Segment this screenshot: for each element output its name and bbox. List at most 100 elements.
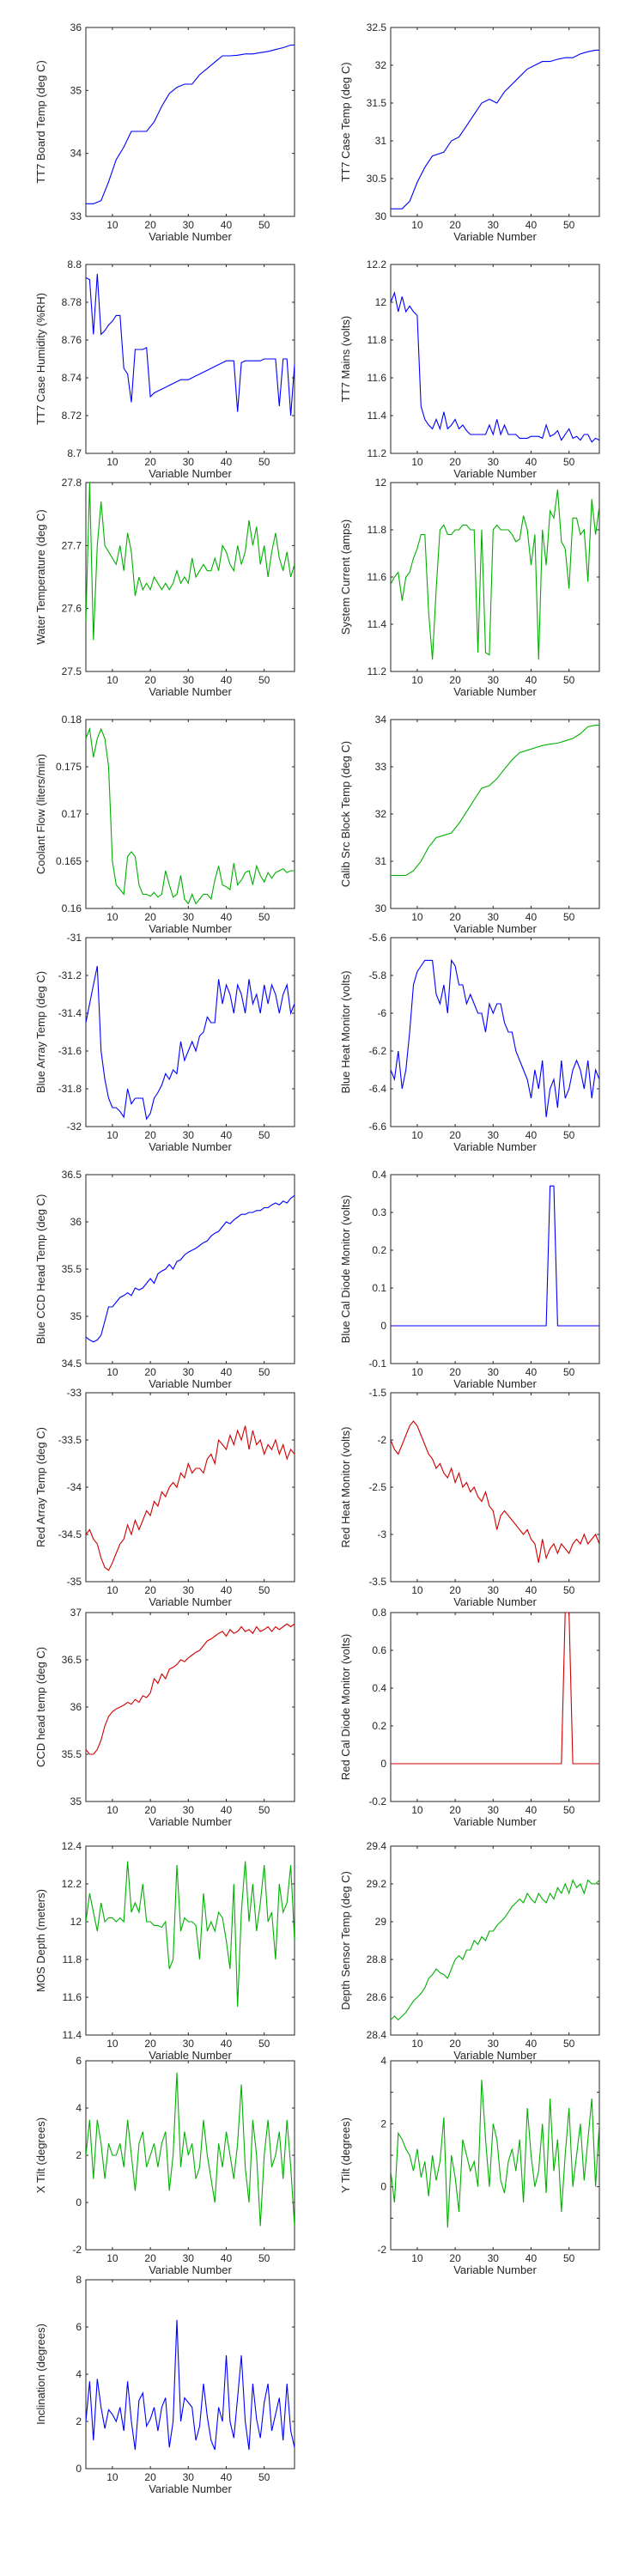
y-tick-label: 27.5	[62, 665, 82, 677]
x-axis-label: Variable Number	[149, 2049, 232, 2062]
x-tick-label: 10	[411, 219, 423, 231]
x-tick-label: 50	[258, 1804, 270, 1816]
y-tick-label: 0.3	[372, 1206, 386, 1218]
y-tick-label: 8.74	[62, 372, 82, 384]
y-tick-label: 12.2	[62, 1878, 82, 1890]
chart-panel-2: 10 20 30 40 50 30 30.5 31 31.5 32 32.5 Variable Num…	[339, 21, 600, 243]
series-line	[86, 965, 295, 1121]
y-tick-label: 12	[375, 477, 387, 489]
x-tick-label: 20	[449, 674, 461, 686]
x-axis-label: Variable Number	[149, 2482, 232, 2495]
y-tick-label: -6.2	[368, 1045, 386, 1057]
x-axis-label: Variable Number	[149, 922, 232, 935]
plot-frame	[390, 1174, 600, 1364]
y-tick-label: 35.5	[62, 1748, 82, 1760]
x-tick-label: 40	[221, 674, 233, 686]
y-tick-label: 11.8	[368, 334, 387, 346]
x-tick-label: 30	[488, 1584, 500, 1596]
y-axis-label: Red Heat Monitor (volts)	[339, 1427, 352, 1548]
y-tick-label: 28.8	[367, 1953, 387, 1965]
x-tick-label: 50	[258, 2471, 270, 2483]
x-tick-label: 20	[449, 1804, 461, 1816]
y-tick-label: 11.6	[63, 1991, 82, 2003]
x-tick-label: 10	[106, 456, 118, 468]
y-tick-label: 31.5	[367, 97, 387, 109]
y-axis-label: TT7 Case Temp (deg C)	[339, 62, 352, 181]
x-tick-label: 20	[144, 1129, 156, 1141]
y-tick-label: 0.6	[372, 1644, 386, 1656]
y-tick-label: -2.5	[368, 1481, 386, 1493]
x-tick-label: 10	[411, 1129, 423, 1141]
x-tick-label: 10	[411, 911, 423, 923]
y-tick-label: 8.8	[67, 258, 82, 270]
y-tick-label: 2	[76, 2149, 82, 2161]
y-tick-label: 34.5	[62, 1358, 82, 1370]
chart-panel-6: 10 20 30 40 50 11.2 11.4 11.6 11.8 12 Variable Num…	[339, 477, 600, 698]
y-tick-label: 4	[76, 2102, 82, 2114]
y-tick-label: 0.2	[372, 1720, 386, 1732]
series-line	[391, 2079, 599, 2228]
plot-frame	[85, 1174, 295, 1364]
x-tick-label: 10	[106, 674, 118, 686]
y-tick-label: -2	[72, 2244, 82, 2256]
y-tick-label: 33	[375, 761, 387, 773]
y-tick-label: 34	[375, 714, 387, 726]
x-tick-label: 30	[183, 1584, 195, 1596]
series-line	[391, 1879, 599, 2021]
x-tick-label: 20	[144, 2252, 156, 2264]
series-line	[391, 1420, 599, 1564]
y-tick-label: 0.2	[372, 1244, 386, 1256]
x-tick-label: 40	[221, 456, 233, 468]
chart-panel-1: 10 20 30 40 50 33 34 35 36 Variable Number TT7 Boa…	[34, 21, 295, 243]
y-axis-label: Y Tilt (degrees)	[339, 2117, 352, 2193]
x-tick-label: 10	[411, 456, 423, 468]
x-tick-label: 30	[488, 1129, 500, 1141]
x-axis-label: Variable Number	[453, 685, 537, 698]
x-tick-label: 50	[258, 911, 270, 923]
y-axis-label: MOS Depth (meters)	[34, 1889, 47, 1992]
chart-panel-13: 10 20 30 40 50 -35 -34.5 -34 -33.5 -33 Variable Nu…	[34, 1387, 295, 1608]
x-tick-label: 20	[449, 911, 461, 923]
y-tick-label: 27.6	[62, 603, 82, 615]
plot-frame	[85, 27, 295, 217]
y-tick-label: 12	[375, 296, 387, 308]
x-tick-label: 20	[144, 456, 156, 468]
plot-frame	[390, 719, 600, 909]
y-tick-label: 27.8	[62, 477, 82, 489]
y-tick-label: -34	[67, 1481, 82, 1493]
x-tick-label: 50	[563, 2038, 575, 2050]
chart-panel-18: 10 20 30 40 50 28.4 28.6 28.8 29 29.2 29.4 Variable…	[339, 1840, 600, 2062]
y-tick-label: 8	[76, 2274, 82, 2286]
chart-panel-8: 10 20 30 40 50 30 31 32 33 34 Variable Number Calib…	[339, 714, 600, 935]
x-tick-label: 30	[183, 2252, 195, 2264]
series-line	[86, 1861, 295, 2008]
y-tick-label: -31.8	[58, 1083, 82, 1095]
y-tick-label: 11.8	[368, 524, 387, 536]
plot-frame	[85, 1612, 295, 1802]
y-tick-label: 30	[375, 210, 387, 222]
y-tick-label: 11.6	[368, 571, 387, 583]
x-tick-label: 30	[488, 911, 500, 923]
x-tick-label: 40	[221, 1129, 233, 1141]
x-tick-label: 10	[411, 674, 423, 686]
y-tick-label: 8.7	[67, 447, 82, 459]
plot-frame	[85, 2279, 295, 2470]
x-tick-label: 40	[221, 1366, 233, 1378]
x-axis-label: Variable Number	[453, 1140, 537, 1153]
y-tick-label: -0.1	[368, 1358, 386, 1370]
chart-panel-11: 10 20 30 40 50 34.5 35 35.5 36 36.5 Variable Numbe…	[34, 1169, 295, 1390]
x-tick-label: 40	[221, 911, 233, 923]
y-tick-label: 32	[375, 59, 387, 71]
x-tick-label: 40	[526, 219, 538, 231]
y-tick-label: 36.5	[62, 1169, 82, 1181]
x-axis-label: Variable Number	[453, 2049, 537, 2062]
x-tick-label: 10	[411, 1366, 423, 1378]
series-line	[391, 49, 599, 210]
x-axis-label: Variable Number	[453, 922, 537, 935]
x-tick-label: 30	[183, 1366, 195, 1378]
x-tick-label: 30	[488, 456, 500, 468]
chart-panel-7: 10 20 30 40 50 0.16 0.165 0.17 0.175 0.18 Variable…	[34, 714, 295, 935]
x-tick-label: 50	[258, 2252, 270, 2264]
x-tick-label: 30	[488, 2252, 500, 2264]
